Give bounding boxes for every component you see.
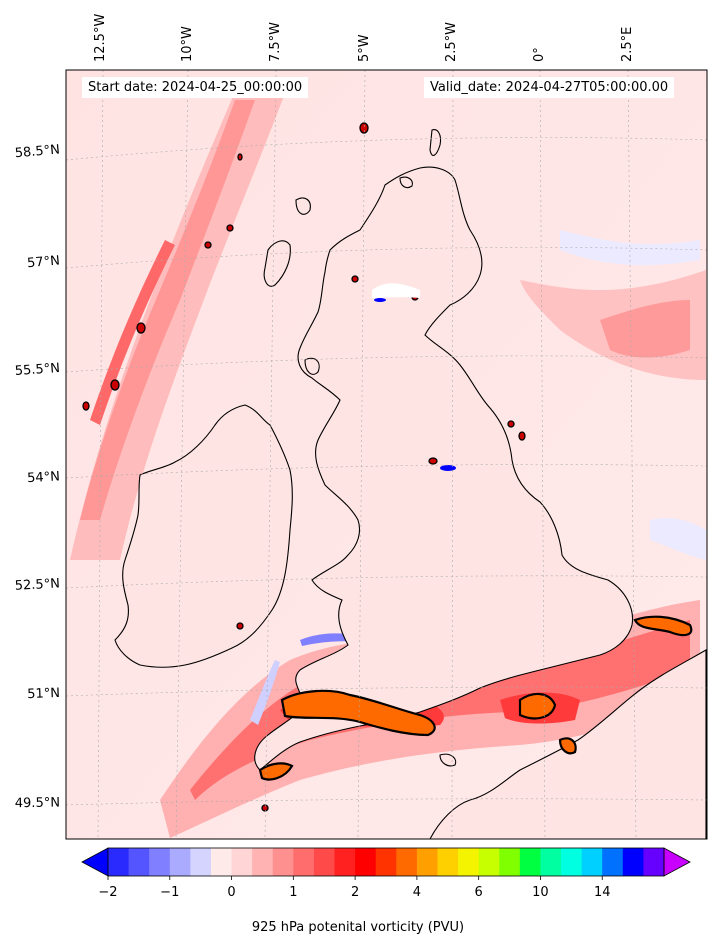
negative-pv-spots (374, 298, 456, 471)
colorbar-swatch (355, 848, 377, 876)
lon-label-5w: 5°W (357, 34, 372, 62)
colorbar-tick-label: 0 (227, 885, 236, 900)
graticule (66, 70, 707, 839)
colorbar-swatch (190, 848, 212, 876)
colorbar-tick-label: 1 (289, 885, 298, 900)
colorbar-swatch (231, 848, 253, 876)
colorbar-tick-label: −2 (98, 885, 118, 900)
colorbar-swatch (128, 848, 150, 876)
colorbar-swatch (169, 848, 191, 876)
colorbar-outline (107, 847, 665, 877)
colorbar-swatch (375, 848, 397, 876)
colorbar-swatch (416, 848, 438, 876)
colorbar-swatch (293, 848, 315, 876)
colorbar-swatch (334, 848, 356, 876)
lon-label-12-5w: 12.5°W (93, 13, 108, 62)
lat-label-52-5n: 52.5°N (14, 576, 61, 594)
lat-label-51n: 51°N (26, 685, 61, 703)
colorbar-tick-label: 6 (474, 885, 483, 900)
lon-label-10w: 10°W (180, 26, 195, 62)
masked-areas (372, 283, 420, 298)
colorbar-swatch (519, 848, 541, 876)
colorbar-swatch (478, 848, 500, 876)
lon-label-2-5w: 2.5°W (444, 21, 459, 62)
colorbar-swatch (313, 848, 336, 876)
high-pv-contours (258, 615, 693, 781)
start-date-label: Start date: 2024-04-25_00:00:00 (82, 77, 309, 98)
colorbar-tick-label: −1 (160, 885, 180, 900)
colorbar-swatch (210, 848, 233, 876)
colorbar-tick-label: 2 (350, 885, 360, 900)
colorbar-swatch (602, 848, 624, 876)
colorbar-swatch (108, 848, 130, 876)
colorbar-tick-label: 4 (412, 885, 422, 900)
colorbar-extend-min (81, 847, 109, 877)
colorbar-swatch (622, 848, 644, 876)
colorbar-swatch (272, 848, 294, 876)
colorbar-swatch (540, 848, 562, 876)
colorbar-extend-max (663, 847, 691, 877)
lat-label-54n: 54°N (26, 469, 61, 487)
lon-label-7-5w: 7.5°W (268, 21, 283, 62)
map-frame (65, 69, 708, 840)
hebrides-coast (263, 240, 291, 287)
colorbar-swatch (252, 848, 274, 876)
pv-spots (82, 122, 526, 812)
colorbar-swatch (581, 848, 603, 876)
colorbar (81, 847, 691, 880)
colorbar-tick-label: 14 (593, 885, 611, 900)
atlantic-pv-band (70, 80, 290, 560)
lon-label-2-5e: 2.5°E (620, 26, 635, 62)
lat-label-49-5n: 49.5°N (14, 795, 61, 812)
colorbar-tick-label: 10 (532, 885, 549, 900)
shetland-coast (429, 129, 442, 156)
colorbar-swatch (561, 848, 583, 876)
lon-label-0: 0° (532, 47, 547, 62)
colorbar-swatch (149, 848, 171, 876)
colorbar-swatch (437, 848, 459, 876)
negative-pv-patch (560, 230, 700, 266)
orkney-coast (399, 176, 413, 189)
colorbar-swatch (396, 848, 418, 876)
ireland-coast (114, 404, 293, 668)
colorbar-swatch (499, 848, 521, 876)
isle-of-wight-coast (439, 753, 457, 767)
valid-date-label: Valid_date: 2024-04-27T05:00:00.00 (424, 77, 675, 98)
colorbar-swatch (458, 848, 480, 876)
colorbar-swatch (643, 848, 665, 876)
colorbar-label: 925 hPa potenital vorticity (PVU) (251, 920, 465, 935)
